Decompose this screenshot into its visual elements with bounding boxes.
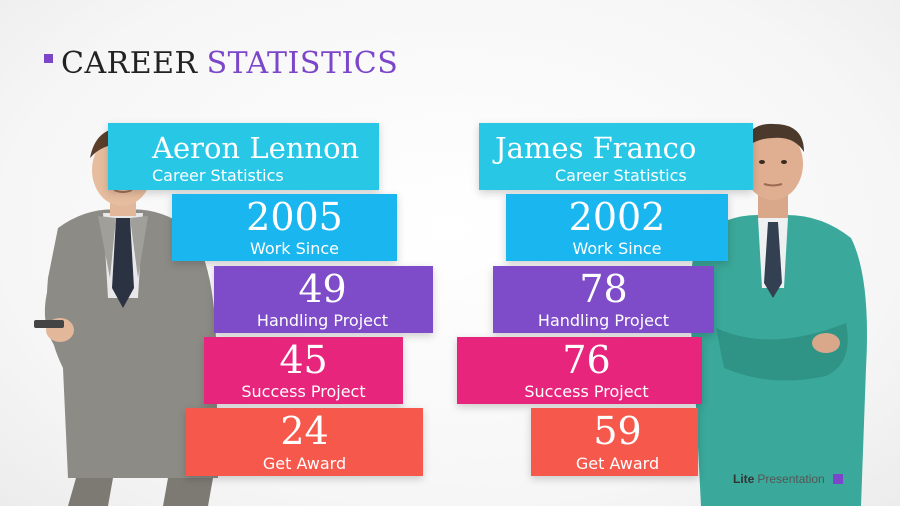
left-stat-work-since: 2005 Work Since <box>172 194 397 261</box>
left-stat-get-award: 24 Get Award <box>186 408 423 476</box>
footer-bold-text: Lite <box>733 472 755 486</box>
right-person-photo <box>690 123 867 506</box>
right-stat-get-award: 59 Get Award <box>531 408 698 476</box>
right-success-project-value: 76 <box>562 338 611 382</box>
right-get-award-value: 59 <box>593 409 642 453</box>
left-work-since-label: Work Since <box>250 239 339 258</box>
footer-brand: Lite Presentation <box>733 472 843 486</box>
left-person-name: Aeron Lennon <box>152 131 360 165</box>
left-work-since-value: 2005 <box>246 195 343 239</box>
footer-text: Presentation <box>757 472 825 486</box>
right-stat-success-project: 76 Success Project <box>457 337 702 404</box>
right-card-subtitle: Career Statistics <box>555 166 687 185</box>
right-stat-work-since: 2002 Work Since <box>506 194 728 261</box>
left-stat-success-project: 45 Success Project <box>204 337 403 404</box>
right-get-award-label: Get Award <box>575 454 660 473</box>
left-success-project-label: Success Project <box>241 382 366 401</box>
left-get-award-label: Get Award <box>262 454 347 473</box>
slide-title: CAREER STATISTICS <box>44 46 398 82</box>
footer-accent-square <box>832 474 843 484</box>
right-success-project-label: Success Project <box>524 382 649 401</box>
right-name-card: James Franco Career Statistics <box>479 123 753 190</box>
right-handling-project-value: 78 <box>579 267 628 311</box>
title-part2: STATISTICS <box>206 46 399 81</box>
right-person-name: James Franco <box>495 131 697 165</box>
left-get-award-value: 24 <box>280 409 329 453</box>
title-text: CAREER STATISTICS <box>61 46 398 82</box>
title-part1: CAREER <box>61 46 198 81</box>
left-handling-project-value: 49 <box>298 267 347 311</box>
right-handling-project-label: Handling Project <box>537 311 670 330</box>
left-card-subtitle: Career Statistics <box>152 166 284 185</box>
left-success-project-value: 45 <box>279 338 328 382</box>
right-work-since-value: 2002 <box>568 195 666 239</box>
right-work-since-label: Work Since <box>572 239 662 258</box>
title-accent-square <box>44 54 53 63</box>
right-stat-handling-project: 78 Handling Project <box>493 266 714 333</box>
left-name-card: Aeron Lennon Career Statistics <box>108 123 379 190</box>
left-stat-handling-project: 49 Handling Project <box>214 266 433 333</box>
left-handling-project-label: Handling Project <box>256 311 389 330</box>
